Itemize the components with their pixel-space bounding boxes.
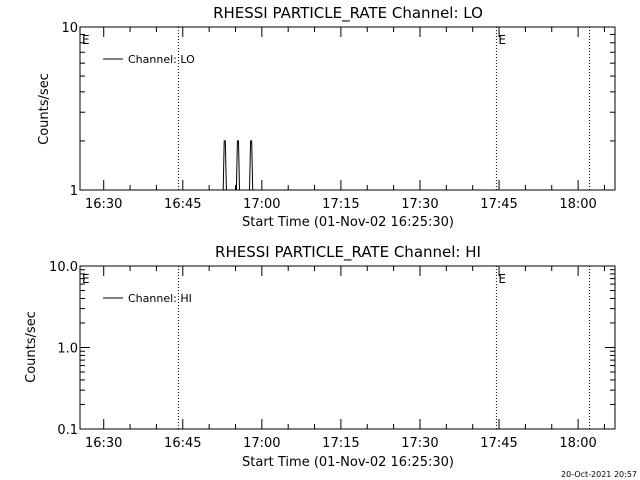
lo-x-tick-label-6: 18:00 bbox=[559, 197, 596, 212]
hi-legend-label: Channel: HI bbox=[128, 292, 192, 305]
hi-x-tick-label-0: 16:30 bbox=[85, 436, 122, 451]
lo-y-axis-label: Counts/sec bbox=[37, 73, 52, 145]
lo-x-tick-label-4: 17:30 bbox=[401, 197, 438, 212]
lo-series-line-0 bbox=[222, 140, 254, 191]
lo-channel-panel: RHESSI PARTICLE_RATE Channel: LO Start T… bbox=[37, 4, 616, 230]
lo-x-tick-label-2: 17:00 bbox=[243, 197, 280, 212]
hi-plot-frame bbox=[79, 265, 616, 430]
lo-eclipse-label-0: E bbox=[82, 33, 90, 47]
hi-x-axis-label: Start Time (01-Nov-02 16:25:30) bbox=[242, 455, 454, 470]
lo-y-tick-label-0: 1 bbox=[70, 184, 78, 199]
hi-eclipse-label-0: E bbox=[82, 272, 90, 286]
footer-timestamp: 20-Oct-2021 20:57 bbox=[561, 470, 637, 479]
hi-x-tick-label-3: 17:15 bbox=[322, 436, 359, 451]
hi-y-tick-label-2: 10.0 bbox=[49, 260, 78, 275]
lo-eclipse-label-1: E bbox=[498, 33, 506, 47]
hi-x-tick-label-2: 17:00 bbox=[243, 436, 280, 451]
hi-x-tick-label-5: 17:45 bbox=[480, 436, 517, 451]
hi-eclipse-label-1: E bbox=[498, 272, 506, 286]
lo-x-tick-label-5: 17:45 bbox=[480, 197, 517, 212]
lo-x-tick-label-0: 16:30 bbox=[85, 197, 122, 212]
lo-x-axis-label: Start Time (01-Nov-02 16:25:30) bbox=[242, 215, 454, 230]
hi-y-tick-label-1: 1.0 bbox=[57, 342, 78, 357]
hi-x-tick-label-1: 16:45 bbox=[164, 436, 201, 451]
hi-channel-panel: RHESSI PARTICLE_RATE Channel: HI Start T… bbox=[24, 243, 616, 470]
lo-x-tick-label-3: 17:15 bbox=[322, 197, 359, 212]
lo-y-tick-label-1: 10 bbox=[61, 21, 78, 36]
lo-legend-label: Channel: LO bbox=[128, 53, 195, 66]
hi-y-axis-label: Counts/sec bbox=[24, 311, 39, 383]
hi-chart-title: RHESSI PARTICLE_RATE Channel: HI bbox=[215, 243, 481, 262]
hi-x-tick-label-4: 17:30 bbox=[401, 436, 438, 451]
hi-y-tick-label-0: 0.1 bbox=[57, 423, 78, 438]
lo-chart-title: RHESSI PARTICLE_RATE Channel: LO bbox=[213, 4, 483, 23]
lo-plot-frame bbox=[79, 26, 616, 191]
lo-x-tick-label-1: 16:45 bbox=[164, 197, 201, 212]
hi-x-tick-label-6: 18:00 bbox=[559, 436, 596, 451]
